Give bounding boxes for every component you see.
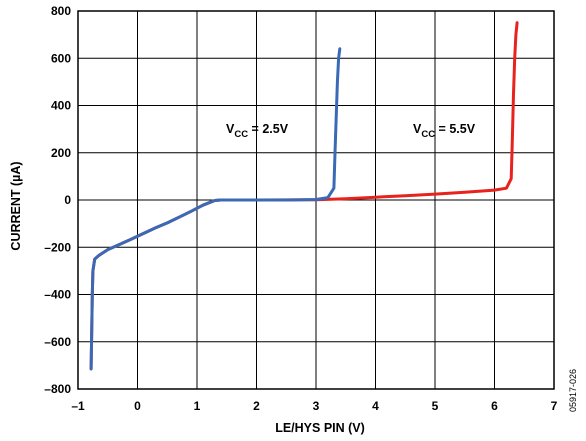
- x-tick-label: 4: [372, 399, 379, 413]
- x-tick-label: 1: [194, 399, 201, 413]
- series-label-vcc-5-5v-sub: CC: [421, 129, 435, 140]
- series-label-vcc-2-5v-main: V: [226, 122, 235, 136]
- x-tick-label: 3: [313, 399, 320, 413]
- x-tick-label: 6: [491, 399, 498, 413]
- series-line-vcc-5-5v: [89, 21, 519, 371]
- series-label-vcc-5-5v: VCC = 5.5V: [413, 122, 476, 140]
- x-axis-label: LE/HYS PIN (V): [275, 421, 365, 435]
- plot-frame: [77, 10, 555, 390]
- y-tick-label: 200: [51, 146, 71, 160]
- x-tick-label: 7: [551, 399, 558, 413]
- grid: [78, 11, 554, 389]
- y-tick-label: 400: [51, 99, 71, 113]
- x-tick-label: 2: [253, 399, 260, 413]
- y-tick-label: –200: [44, 240, 71, 254]
- y-tick-label: 800: [51, 4, 71, 18]
- figure-id: 05917-026: [568, 369, 578, 412]
- y-axis-label: CURRENT (µA): [9, 161, 23, 250]
- series-line-vcc-2-5v: [89, 47, 342, 371]
- y-tick-label: 0: [64, 193, 71, 207]
- y-tick-label: –600: [44, 335, 71, 349]
- y-tick-label: 600: [51, 51, 71, 65]
- x-tick-labels: –1 0 1 2 3 4 5 6 7: [71, 399, 557, 413]
- series-layer: [89, 21, 519, 371]
- x-tick-label: 5: [432, 399, 439, 413]
- series-label-vcc-2-5v-rest: = 2.5V: [248, 122, 289, 136]
- x-tick-label: 0: [134, 399, 141, 413]
- series-label-vcc-2-5v-sub: CC: [234, 129, 248, 140]
- y-tick-label: –400: [44, 288, 71, 302]
- series-label-vcc-5-5v-rest: = 5.5V: [435, 122, 476, 136]
- y-tick-labels: 800 600 400 200 0 –200 –400 –600 –800: [44, 4, 71, 396]
- series-label-vcc-5-5v-main: V: [413, 122, 422, 136]
- x-tick-label: –1: [71, 399, 85, 413]
- y-tick-label: –800: [44, 382, 71, 396]
- series-label-vcc-2-5v: VCC = 2.5V: [226, 122, 289, 140]
